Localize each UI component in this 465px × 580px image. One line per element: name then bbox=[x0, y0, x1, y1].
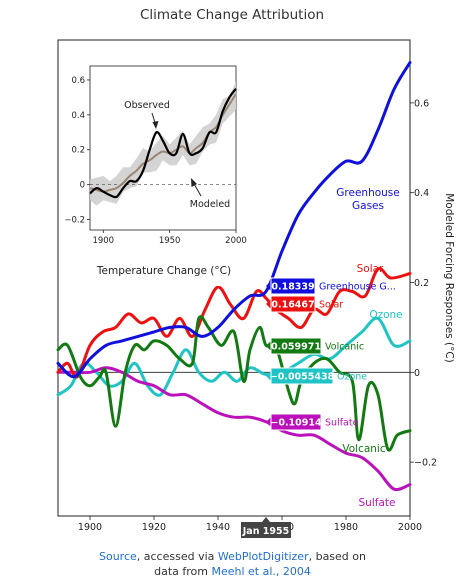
hover-series-name: Volcanic bbox=[325, 342, 364, 353]
hover-pointer bbox=[266, 371, 271, 381]
inset-axis-title: Temperature Change (°C) bbox=[96, 265, 231, 277]
hover-tooltip-solar: 0.16467 Solar bbox=[266, 295, 343, 313]
hover-value-box bbox=[270, 337, 322, 355]
y-tick-label: 0.2 bbox=[414, 278, 429, 289]
inset-y-tick-label: 0.2 bbox=[71, 146, 85, 156]
series-label-sulfate: Sulfate bbox=[359, 497, 396, 509]
inset-annotation-modeled: Modeled bbox=[190, 199, 230, 210]
hover-series-name: Greenhouse G... bbox=[319, 282, 396, 293]
y-tick-label: 0.6 bbox=[414, 98, 429, 109]
inset-y-tick-label: 0 bbox=[80, 181, 85, 191]
hover-pointer bbox=[266, 299, 271, 309]
chart-title: Climate Change Attribution bbox=[140, 7, 324, 23]
y-tick-label: 0.4 bbox=[414, 188, 429, 199]
webplotdigitizer-link[interactable]: WebPlotDigitizer bbox=[217, 550, 309, 563]
x-tick-label: 2000 bbox=[398, 522, 422, 533]
hover-pointer bbox=[266, 341, 271, 351]
hover-value: 0.16467 bbox=[271, 300, 314, 311]
hover-value: −0.0055438 bbox=[270, 372, 335, 383]
y-axis-title: Modeled Forcing Responses (°C) bbox=[443, 193, 455, 363]
inset-x-tick-label: 2000 bbox=[225, 236, 247, 246]
inset-y-tick-label: −0.2 bbox=[64, 216, 85, 226]
series-line-ozone[interactable] bbox=[56, 316, 412, 397]
inset-x-tick-label: 1900 bbox=[92, 236, 114, 246]
caption-text-2: , based on bbox=[308, 550, 366, 563]
hover-series-name: Ozone bbox=[337, 372, 367, 383]
caption-text-3: data from bbox=[154, 565, 212, 578]
caption: Source, accessed via WebPlotDigitizer, b… bbox=[0, 549, 465, 579]
x-tick-label: 1980 bbox=[334, 522, 358, 533]
series-label-solar: Solar bbox=[357, 263, 384, 275]
hover-value: 0.18339 bbox=[271, 282, 314, 293]
hover-series-name: Solar bbox=[319, 300, 343, 311]
series-label-greenhouse-gases: Gases bbox=[352, 200, 384, 212]
meehl-link[interactable]: Meehl et al., 2004 bbox=[211, 565, 311, 578]
inset-annotation-observed: Observed bbox=[124, 100, 170, 111]
hover-pointer bbox=[266, 281, 271, 291]
hover-value-box bbox=[270, 277, 316, 295]
hover-pointer bbox=[266, 417, 271, 427]
hover-x-box bbox=[241, 522, 291, 538]
series-line-volcanic[interactable] bbox=[56, 315, 412, 452]
inset-modeled-line bbox=[89, 93, 237, 193]
hover-value-box bbox=[270, 295, 316, 313]
inset-arrowhead-modeled bbox=[191, 178, 197, 187]
source-link[interactable]: Source bbox=[98, 550, 137, 563]
inset-uncertainty-band bbox=[90, 81, 236, 206]
inset-observed-line bbox=[89, 88, 237, 199]
hover-value-box bbox=[270, 413, 322, 431]
hover-series-name: Sulfate bbox=[325, 418, 359, 429]
series-label-ozone: Ozone bbox=[369, 309, 402, 321]
hover-value: 0.059971 bbox=[271, 342, 321, 353]
hover-tooltip-ozone: −0.0055438 Ozone bbox=[266, 367, 367, 385]
hover-value-box bbox=[270, 367, 334, 385]
caption-text-1: , accessed via bbox=[136, 550, 218, 563]
hover-x-text: Jan 1955 bbox=[242, 526, 289, 537]
series-line-solar[interactable] bbox=[56, 266, 412, 379]
y-tick-label: 0 bbox=[414, 368, 420, 379]
x-tick-label: 1940 bbox=[206, 522, 230, 533]
series-label-volcanic: Volcanic bbox=[342, 443, 385, 455]
inset-frame bbox=[89, 65, 237, 231]
plot-frame bbox=[57, 39, 411, 517]
hover-tooltip-volcanic: 0.059971 Volcanic bbox=[266, 337, 364, 355]
hover-tooltip-sulfate: −0.10914 Sulfate bbox=[266, 413, 359, 431]
series-line-greenhouse-gases[interactable] bbox=[56, 61, 412, 379]
series-line-sulfate[interactable] bbox=[56, 366, 412, 492]
hover-x-pointer bbox=[262, 517, 270, 522]
inset-arrowhead-observed bbox=[152, 121, 159, 129]
inset-y-tick-label: 0.6 bbox=[71, 76, 85, 86]
hover-value: −0.10914 bbox=[270, 418, 322, 429]
hover-x-label: Jan 1955 bbox=[241, 517, 291, 538]
chart-svg[interactable]: Climate Change Attribution −0.2 0 0.2 0.4 0.… bbox=[0, 0, 465, 548]
x-tick-label: 1920 bbox=[142, 522, 166, 533]
inset-x-tick-label: 1950 bbox=[159, 236, 181, 246]
x-tick-label: 1900 bbox=[78, 522, 102, 533]
hover-tooltip-greenhouse-gases: 0.18339 Greenhouse G... bbox=[266, 277, 396, 295]
series-label-greenhouse-gases: Greenhouse bbox=[336, 187, 399, 199]
y-tick-label: −0.2 bbox=[414, 458, 437, 469]
inset-y-tick-label: 0.4 bbox=[71, 111, 85, 121]
